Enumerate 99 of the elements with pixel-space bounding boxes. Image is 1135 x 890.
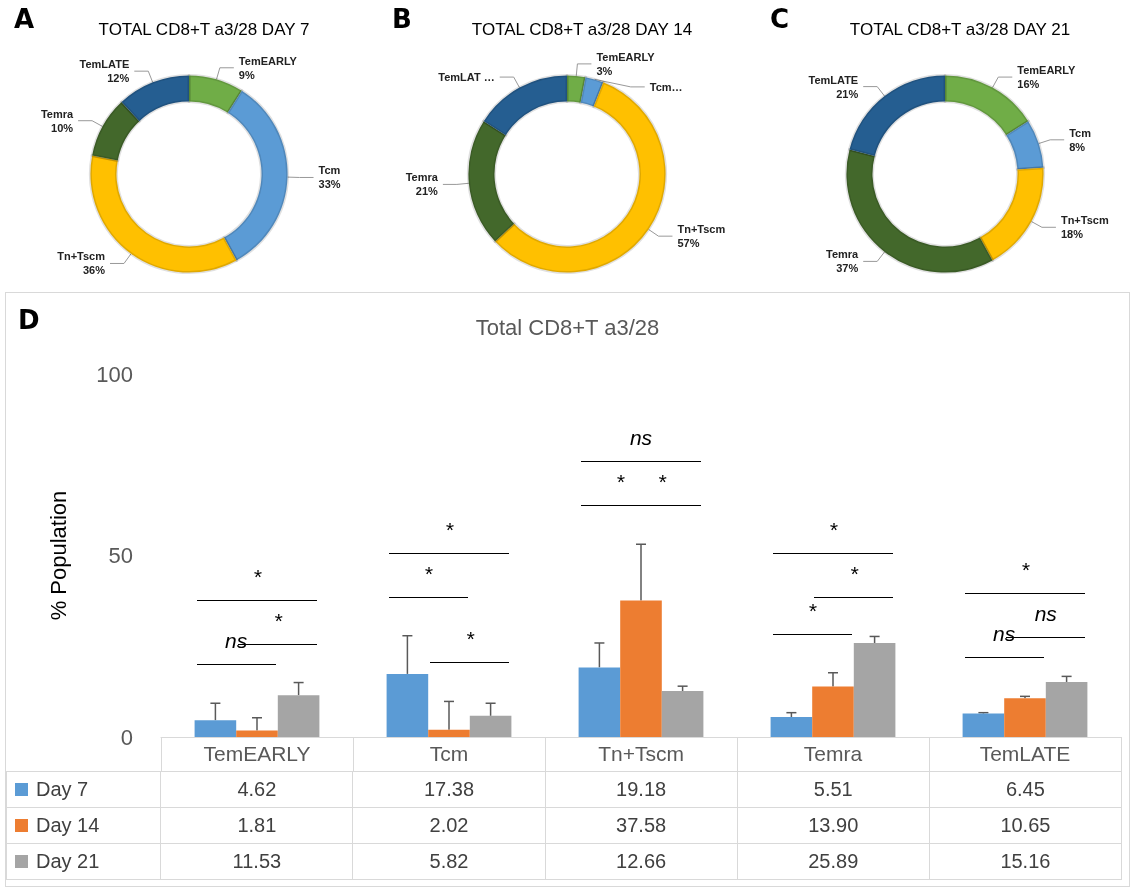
x-tick-label: Tcm xyxy=(429,742,469,765)
significance-bracket: * xyxy=(964,554,1086,595)
x-tick-label: Tn+Tscm xyxy=(598,742,684,765)
significance-bracket: ns xyxy=(196,625,276,666)
slice-label: Tcm xyxy=(1069,126,1092,139)
data-label: 15.16 xyxy=(929,843,1122,880)
data-label: 17.38 xyxy=(352,771,546,808)
data-label: 6.45 xyxy=(929,771,1122,808)
legend-label: Day 14 xyxy=(6,807,161,844)
data-label: 3% xyxy=(596,64,613,77)
slice-label: Temra xyxy=(405,171,439,184)
data-label: 5.82 xyxy=(352,843,546,880)
slice-label: Tcm… xyxy=(649,80,683,93)
slice-label: TemLAT … xyxy=(438,71,495,84)
data-label: 4.62 xyxy=(160,771,353,808)
data-label: 37.58 xyxy=(545,807,738,844)
annotation: * xyxy=(827,518,839,543)
annotation: ns xyxy=(628,426,654,451)
data-label: 21% xyxy=(415,185,439,198)
data-label: 10.65 xyxy=(929,807,1122,844)
legend-label: Day 7 xyxy=(6,771,161,808)
annotation: * xyxy=(443,517,455,542)
slice-label: Tcm xyxy=(318,164,341,177)
slice-label: TemLATE xyxy=(79,58,130,71)
y-axis-title: % Population xyxy=(45,490,71,621)
slice-label: Temra xyxy=(40,107,74,120)
significance-bracket: * xyxy=(388,513,510,554)
data-label: 5.51 xyxy=(737,771,930,808)
bar xyxy=(812,686,854,737)
bar xyxy=(277,695,320,737)
bar xyxy=(194,720,237,737)
data-label: 11.53 xyxy=(160,843,353,880)
data-label: 8% xyxy=(1069,140,1086,153)
slice-label: Tn+Tscm xyxy=(677,223,726,236)
annotation: * xyxy=(848,562,860,587)
slice-label: TemLATE xyxy=(808,73,859,86)
data-label: 16% xyxy=(1017,78,1040,91)
data-label: 57% xyxy=(677,237,700,250)
x-tick-label: TemLATE xyxy=(979,742,1071,765)
data-label: 12% xyxy=(107,72,130,85)
annotation: ns xyxy=(225,629,248,653)
data-label: 18% xyxy=(1060,228,1084,241)
text: A xyxy=(14,4,35,34)
data-label: 19.18 xyxy=(545,771,738,808)
annotation: * xyxy=(1019,558,1031,583)
data-label: 13.90 xyxy=(737,807,930,844)
bar xyxy=(620,600,662,737)
bar xyxy=(962,713,1005,737)
legend-label: Day 21 xyxy=(6,843,161,880)
bar xyxy=(236,730,278,737)
data-label: 9% xyxy=(238,68,255,81)
significance-bracket: * xyxy=(430,623,510,664)
text: D xyxy=(18,305,40,335)
significance-bracket: * xyxy=(772,514,894,555)
slice-label: Tn+Tscm xyxy=(1060,214,1109,227)
data-label: 1.81 xyxy=(160,807,353,844)
bar xyxy=(1045,681,1088,737)
slice-label: Tn+Tscm xyxy=(57,250,106,263)
annotation: ns xyxy=(993,622,1016,646)
bar xyxy=(770,717,813,737)
data-label: 25.89 xyxy=(737,843,930,880)
text: B xyxy=(392,4,412,34)
chart-title: TOTAL CD8+T a3/28 DAY 14 xyxy=(471,20,693,39)
slice-label: TemEARLY xyxy=(238,54,298,67)
data-label: 36% xyxy=(82,264,106,277)
annotation: * xyxy=(273,608,282,632)
y-tick-label: 0 xyxy=(120,724,133,750)
significance-bracket: ns xyxy=(580,422,702,463)
bar xyxy=(386,673,429,737)
annotation: * xyxy=(807,598,818,623)
data-label: 33% xyxy=(318,178,341,191)
annotation: * xyxy=(251,564,263,589)
data-label: 12.66 xyxy=(545,843,738,880)
bar xyxy=(1004,698,1046,737)
slice-label: TemEARLY xyxy=(1017,64,1077,77)
chart-title: TOTAL CD8+T a3/28 DAY 21 xyxy=(849,20,1071,39)
y-tick-label: 100 xyxy=(96,361,133,387)
chart-title: TOTAL CD8+T a3/28 DAY 7 xyxy=(98,20,310,39)
bar xyxy=(578,667,621,737)
slice-label: TemEARLY xyxy=(596,50,656,63)
bar xyxy=(661,691,704,737)
data-label: 2.02 xyxy=(352,807,546,844)
chart-title: Total CD8+T a3/28 xyxy=(475,314,660,340)
slice-label: Temra xyxy=(826,248,860,261)
text: C xyxy=(770,4,790,34)
x-tick-label: TemEARLY xyxy=(203,742,311,765)
data-label: 21% xyxy=(836,87,859,100)
bar xyxy=(469,715,512,737)
bar xyxy=(428,729,470,737)
annotation: * xyxy=(423,561,434,586)
bar xyxy=(853,643,896,737)
significance-bracket: * xyxy=(388,557,468,598)
annotation: * xyxy=(464,627,476,652)
significance-bracket: * xyxy=(196,560,318,601)
annotation: * xyxy=(657,470,666,494)
x-tick-label: Temra xyxy=(803,742,863,765)
data-label: 37% xyxy=(836,262,859,275)
data-label: 10% xyxy=(51,121,74,134)
y-tick-label: 50 xyxy=(108,543,133,568)
